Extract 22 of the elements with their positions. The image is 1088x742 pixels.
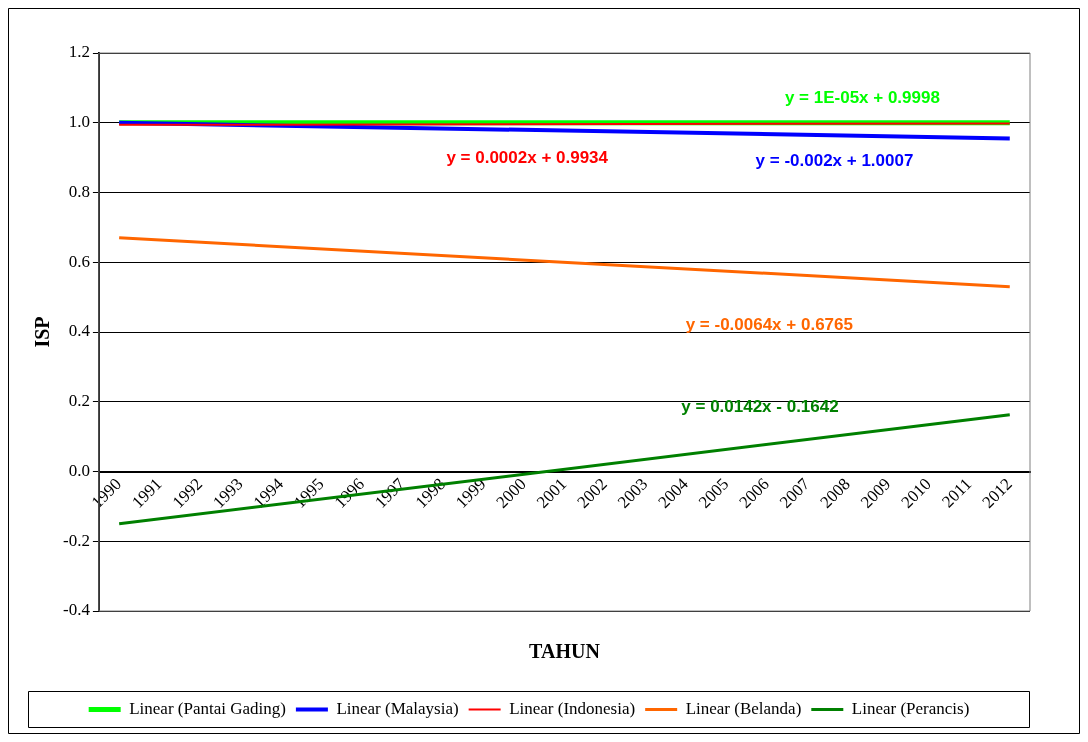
legend-label: Linear (Malaysia): [336, 698, 459, 718]
y-tick-label: 0.6: [68, 251, 90, 271]
y-tick-label: 0.4: [68, 321, 91, 341]
y-tick-label: -0.4: [62, 600, 91, 620]
y-tick-label: 0.0: [68, 460, 90, 480]
annotation: y = 1E-05x + 0.9998: [784, 88, 940, 108]
y-tick-label: 0.2: [68, 391, 90, 411]
legend-label: Linear (Indonesia): [509, 698, 636, 718]
x-axis-title: TAHUN: [529, 640, 601, 663]
x-tick-label: 1999: [452, 474, 490, 512]
legend-label: Linear (Pantai Gading): [129, 698, 286, 718]
y-tick-label: 1.0: [68, 112, 90, 132]
y-tick-label: 1.2: [68, 42, 90, 62]
annotation: y = -0.0064x + 0.6765: [685, 315, 853, 335]
y-axis-title: ISP: [31, 316, 54, 348]
legend-label: Linear (Perancis): [851, 698, 970, 718]
annotation: y = 0.0142x - 0.1642: [681, 396, 839, 416]
y-tick-label: -0.2: [62, 530, 90, 550]
y-tick-label: 0.8: [68, 181, 90, 201]
legend-label: Linear (Belanda): [685, 698, 802, 718]
annotation: y = -0.002x + 1.0007: [755, 151, 914, 171]
annotation: y = 0.0002x + 0.9934: [446, 147, 609, 167]
